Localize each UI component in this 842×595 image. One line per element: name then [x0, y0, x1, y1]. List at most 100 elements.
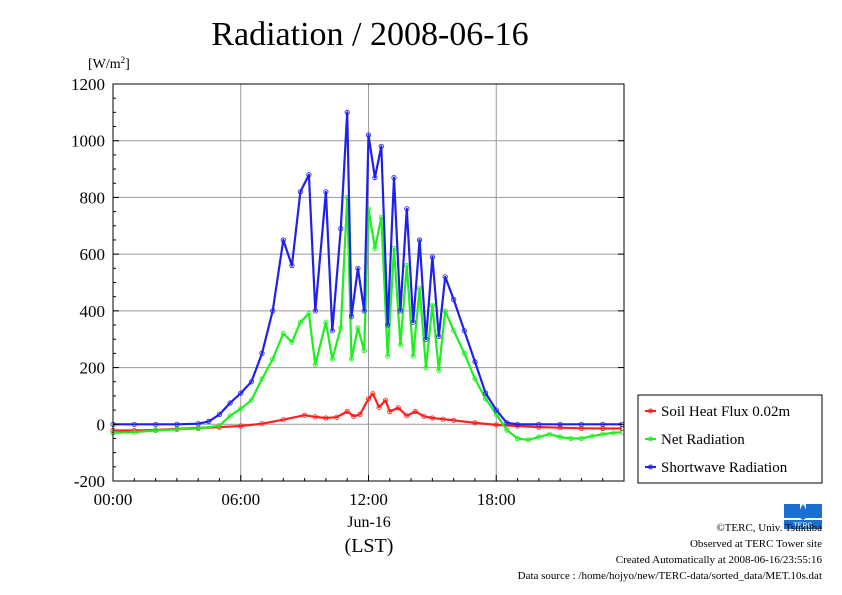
data-point-net-radiation: [323, 319, 329, 325]
data-point-net-radiation: [270, 356, 276, 362]
data-point-soil-heat-flux-0-02m: [344, 408, 350, 415]
data-point-shortwave-radiation: [206, 418, 212, 424]
data-point-net-radiation: [216, 423, 223, 429]
data-point-shortwave-radiation: [578, 421, 585, 427]
data-point-shortwave-radiation: [442, 274, 448, 280]
data-point-shortwave-radiation: [451, 296, 457, 303]
data-point-net-radiation: [385, 353, 391, 359]
data-point-shortwave-radiation: [344, 109, 350, 116]
data-point-shortwave-radiation: [289, 262, 295, 269]
y-tick-label: 400: [80, 302, 106, 321]
data-point-soil-heat-flux-0-02m: [472, 420, 478, 426]
data-point-net-radiation: [153, 427, 159, 434]
data-point-shortwave-radiation: [372, 175, 378, 181]
data-point-net-radiation: [568, 435, 574, 442]
data-point-shortwave-radiation: [536, 421, 542, 427]
x-tick-label: 00:00: [94, 490, 133, 509]
data-point-net-radiation: [348, 356, 355, 362]
data-point-soil-heat-flux-0-02m: [350, 413, 357, 419]
data-point-shortwave-radiation: [248, 379, 254, 385]
series-layer: [110, 109, 625, 443]
data-point-net-radiation: [410, 353, 416, 359]
data-point-net-radiation: [436, 367, 442, 373]
data-point-shortwave-radiation: [280, 237, 286, 243]
data-point-net-radiation: [429, 302, 435, 308]
data-point-net-radiation: [525, 437, 531, 443]
series-line-soil-heat-flux-0-02m: [113, 392, 622, 432]
data-point-shortwave-radiation: [514, 421, 521, 427]
data-point-net-radiation: [248, 397, 254, 403]
y-tick-label: -200: [74, 472, 105, 491]
data-point-shortwave-radiation: [378, 143, 384, 149]
legend-marker-shortwave-radiation: [648, 464, 653, 470]
data-point-net-radiation: [280, 330, 286, 337]
data-point-net-radiation: [600, 431, 606, 437]
data-point-shortwave-radiation: [306, 172, 312, 178]
x-axis-label-lst: (LST): [345, 535, 394, 557]
y-tick-label: 1000: [71, 132, 105, 151]
data-point-shortwave-radiation: [436, 333, 442, 339]
data-point-shortwave-radiation: [397, 308, 403, 314]
data-point-net-radiation: [557, 434, 563, 440]
data-point-net-radiation: [312, 362, 318, 368]
data-point-shortwave-radiation: [297, 189, 303, 195]
data-point-shortwave-radiation: [493, 407, 499, 413]
data-point-shortwave-radiation: [323, 189, 329, 195]
data-point-shortwave-radiation: [391, 175, 397, 181]
data-point-net-radiation: [238, 406, 244, 412]
data-point-shortwave-radiation: [504, 420, 510, 426]
terc-logo: TERC: [784, 504, 822, 530]
data-point-soil-heat-flux-0-02m: [440, 416, 446, 422]
axes: -200 0 200 400 600 800 1000 1200 00:00 06:00 12:00…: [71, 75, 624, 509]
x-tick-label: 18:00: [477, 490, 516, 509]
data-point-net-radiation: [589, 433, 595, 439]
data-point-net-radiation: [461, 350, 467, 356]
data-point-shortwave-radiation: [338, 226, 344, 232]
data-point-net-radiation: [289, 339, 295, 345]
data-point-shortwave-radiation: [238, 390, 244, 396]
data-point-shortwave-radiation: [227, 400, 233, 406]
data-point-net-radiation: [472, 376, 478, 382]
data-point-net-radiation: [306, 311, 312, 317]
data-point-shortwave-radiation: [153, 421, 159, 427]
legend-marker-net-radiation: [648, 436, 653, 442]
footer-created: Created Automatically at 2008-06-16/23:5…: [615, 554, 822, 566]
legend-marker-soil-heat-flux-0-02m: [648, 408, 653, 414]
y-tick-label: 1200: [71, 75, 105, 94]
data-point-soil-heat-flux-0-02m: [238, 423, 244, 429]
data-point-shortwave-radiation: [270, 308, 276, 314]
y-tick-label: 600: [80, 245, 106, 264]
footer: ©TERC, Univ. Tsukuba Observed at TERC To…: [518, 520, 822, 584]
data-point-shortwave-radiation: [461, 328, 467, 334]
footer-credit: ©TERC, Univ. Tsukuba: [716, 522, 822, 534]
data-point-soil-heat-flux-0-02m: [412, 408, 418, 415]
data-point-soil-heat-flux-0-02m: [404, 413, 410, 419]
data-point-shortwave-radiation: [329, 328, 335, 334]
y-axis-unit-close: ]: [125, 57, 130, 72]
y-tick-label: 0: [97, 415, 106, 434]
data-point-shortwave-radiation: [385, 322, 391, 328]
data-point-shortwave-radiation: [348, 313, 355, 320]
x-tick-label: 12:00: [349, 490, 388, 509]
data-point-shortwave-radiation: [131, 421, 137, 427]
data-point-soil-heat-flux-0-02m: [387, 408, 393, 415]
chart-title: Radiation / 2008-06-16: [211, 16, 528, 53]
data-point-shortwave-radiation: [557, 421, 563, 427]
data-point-soil-heat-flux-0-02m: [395, 405, 401, 411]
data-point-shortwave-radiation: [410, 319, 416, 325]
data-point-net-radiation: [451, 328, 457, 334]
data-point-net-radiation: [355, 325, 361, 331]
data-point-shortwave-radiation: [416, 237, 423, 243]
data-point-shortwave-radiation: [600, 421, 606, 427]
data-point-soil-heat-flux-0-02m: [301, 412, 308, 418]
data-point-net-radiation: [442, 308, 448, 314]
x-tick-label: 06:00: [221, 490, 260, 509]
data-point-soil-heat-flux-0-02m: [357, 411, 363, 417]
legend-label-net-radiation: Net Radiation: [661, 432, 745, 448]
data-point-shortwave-radiation: [174, 421, 180, 427]
y-tick-label: 200: [80, 359, 106, 378]
data-point-soil-heat-flux-0-02m: [421, 413, 427, 419]
data-point-net-radiation: [361, 347, 367, 354]
data-point-soil-heat-flux-0-02m: [323, 415, 329, 421]
